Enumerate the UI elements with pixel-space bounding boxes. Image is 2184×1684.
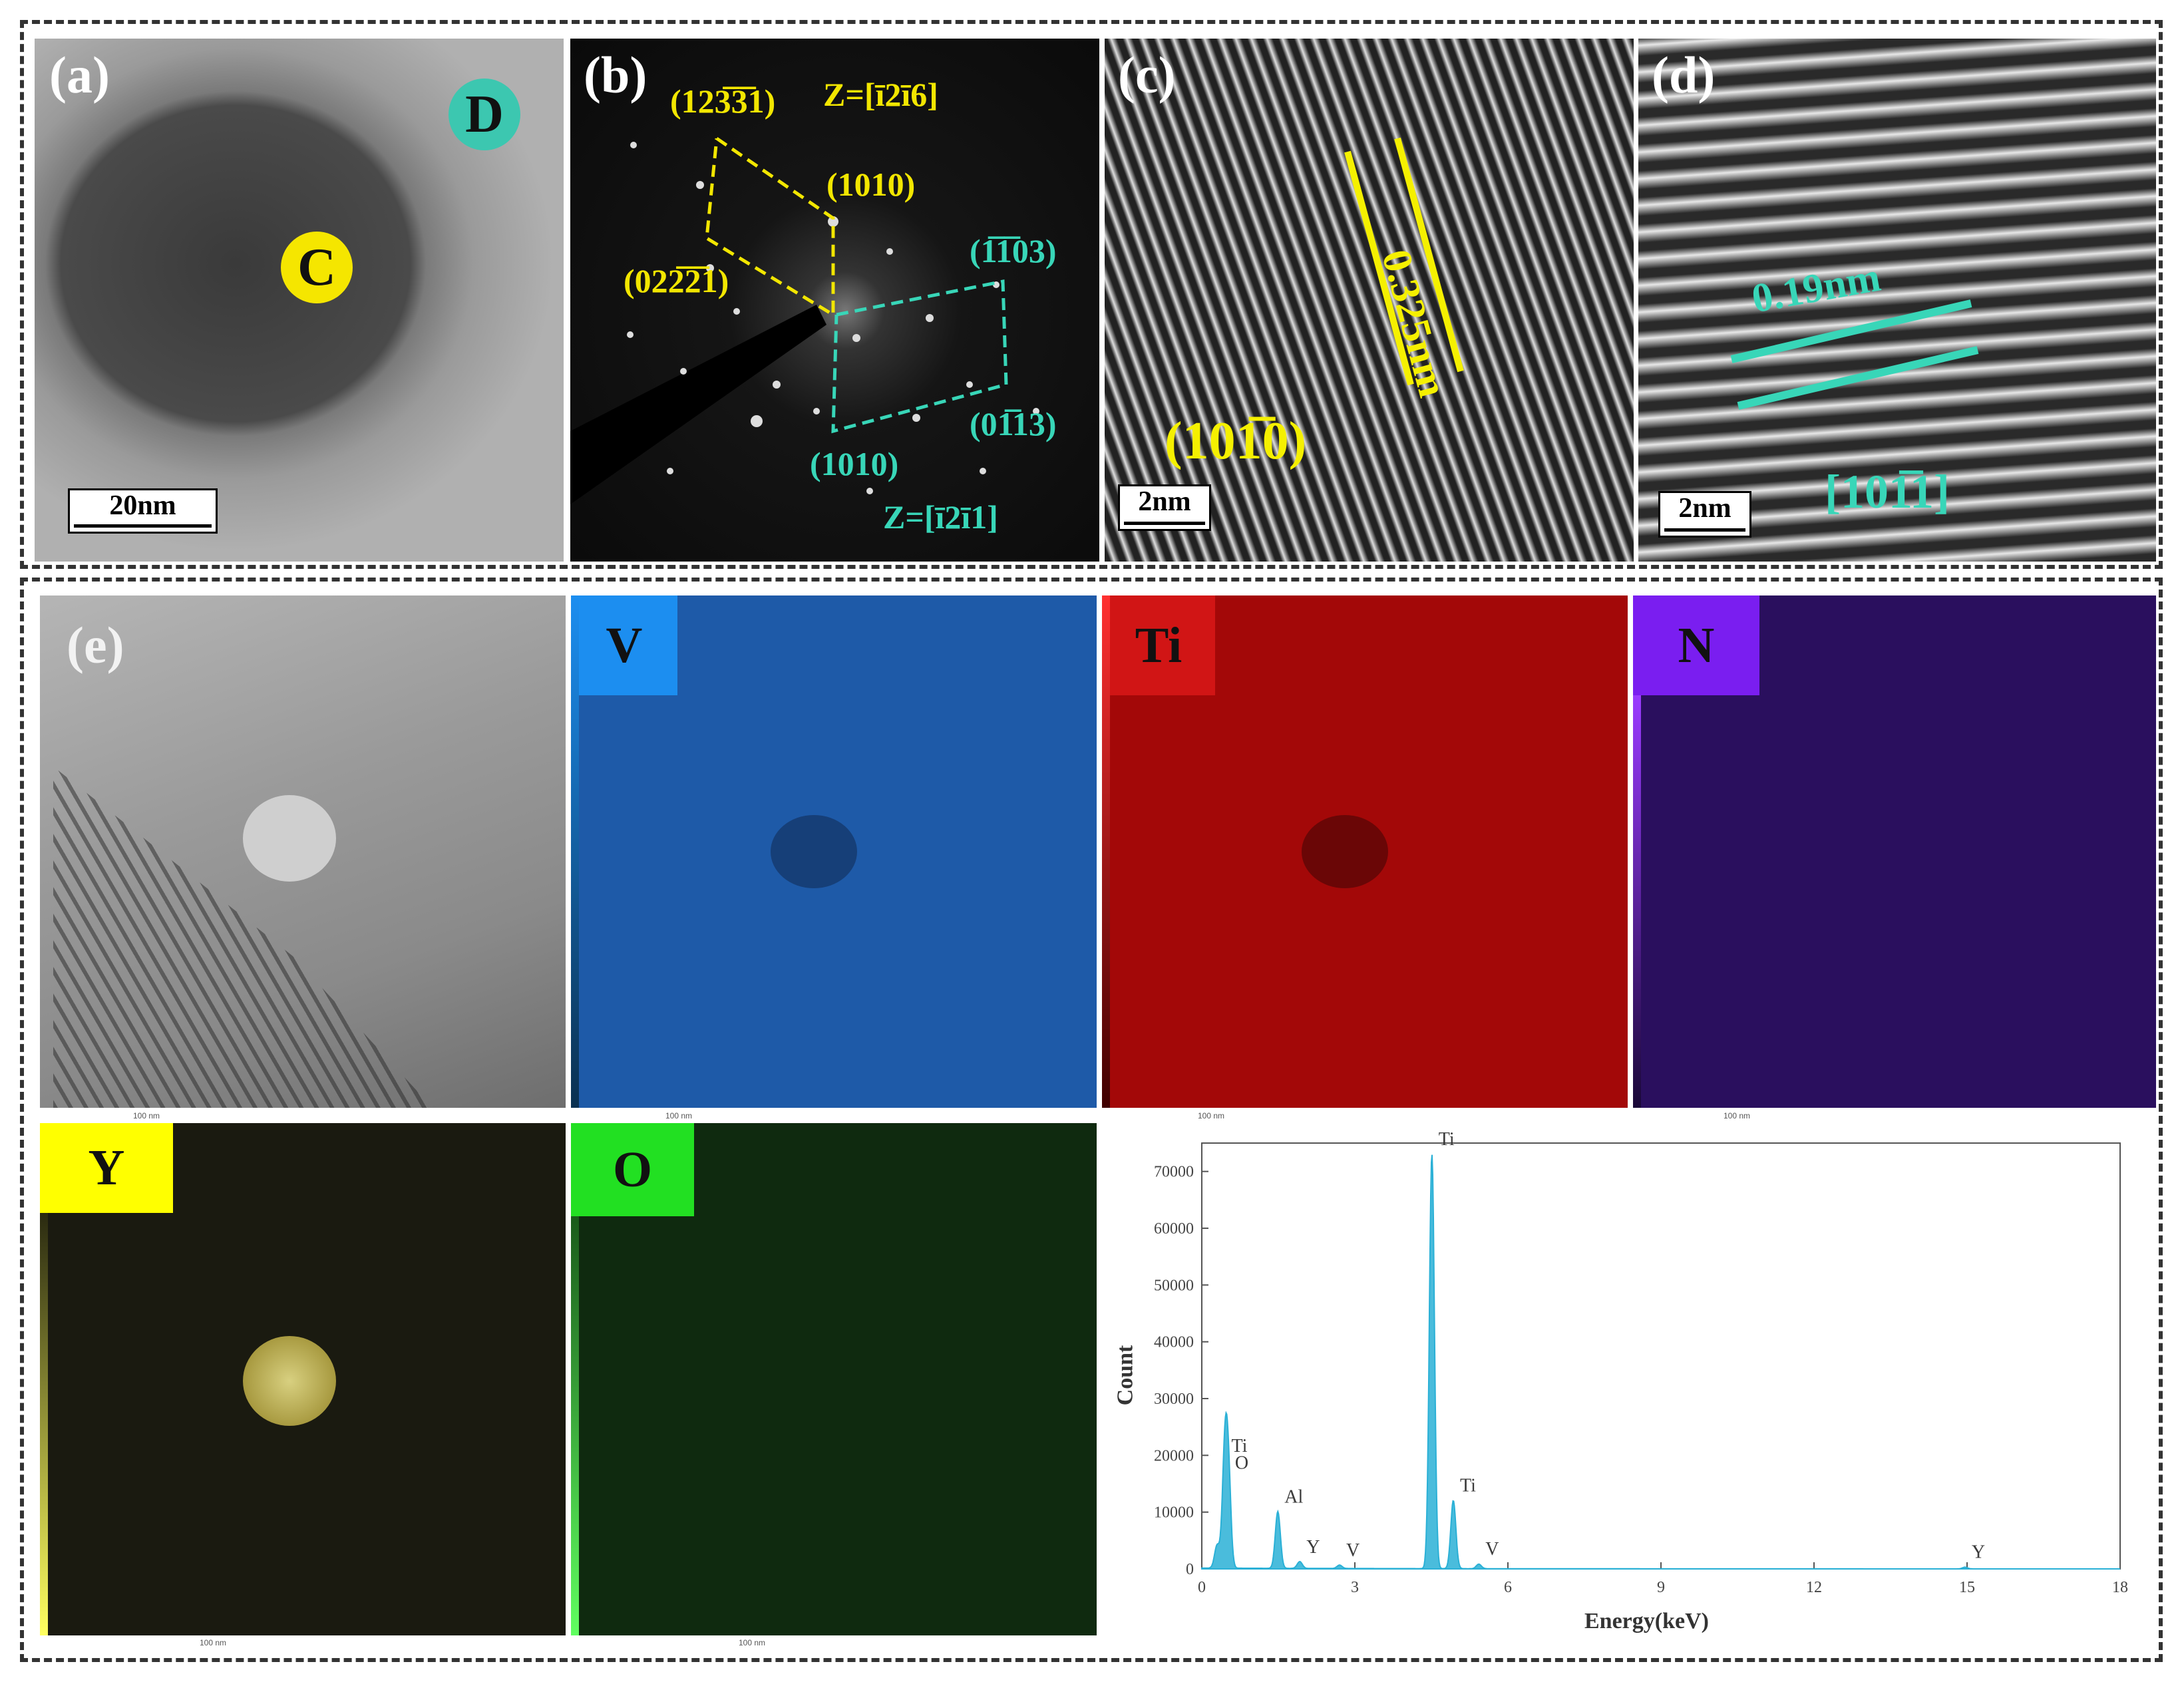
peak-label-9: Y [1972, 1542, 1985, 1562]
map-scale-6-text: 100 nm [739, 1638, 766, 1647]
point-d-marker: D [449, 79, 520, 150]
panel-c-scale-bar: 2nm [1118, 484, 1211, 531]
peak-label-1: Ti [1232, 1436, 1248, 1456]
plot-area [1201, 1142, 2121, 1570]
map-y-edge [40, 1213, 48, 1635]
map-scale-4-text: 100 nm [1724, 1111, 1751, 1120]
map-scale-3: 100 nm [1198, 1111, 1224, 1120]
lattice-lines [1344, 137, 1464, 386]
map-scale-3-text: 100 nm [1198, 1111, 1225, 1120]
panel-c-hrtem: (c) 0.325nm (101̅0) 2nm [1105, 39, 1634, 562]
plane-label-c: (101̅0) [1165, 412, 1307, 470]
point-c-marker: C [281, 232, 353, 303]
peak-label-4: Y [1306, 1537, 1320, 1558]
point-c-label: C [297, 238, 336, 297]
diffraction-pattern [570, 136, 1039, 504]
map-n: N [1633, 595, 2156, 1108]
map-scale-2: 100 nm [665, 1111, 692, 1120]
x-tick-label-4: 12 [1806, 1579, 1822, 1596]
panel-d-scale-bar: 2nm [1658, 491, 1751, 538]
panel-a-scale-bar: 20nm [68, 488, 218, 534]
map-y-tile: Y [40, 1123, 173, 1213]
panel-b-diffraction: (b) Z=[ī2ī6] (123̅3̅1) (1010) (022̅2̅1) … [570, 39, 1099, 562]
map-n-tile: N [1633, 595, 1759, 695]
x-tick-label-5: 15 [1959, 1579, 1975, 1596]
spectrum-series [1201, 1154, 2120, 1570]
map-ti: Ti [1102, 595, 1628, 1108]
particle [243, 795, 336, 882]
map-scale-1-text: 100 nm [133, 1111, 160, 1120]
x-tick-label-3: 9 [1657, 1579, 1665, 1596]
panel-e-haadf-image: (e) [40, 595, 566, 1108]
panel-d-label: (d) [1652, 46, 1716, 104]
x-tick-label-6: 18 [2112, 1579, 2128, 1596]
map-scale-5: 100 nm [200, 1638, 226, 1647]
y-tick-label-1: 10000 [1154, 1504, 1194, 1522]
y-tick-label-6: 60000 [1154, 1220, 1194, 1238]
x-tick-label-0: 0 [1198, 1579, 1206, 1596]
map-ti-edge [1102, 595, 1110, 1108]
y-tick-label-5: 50000 [1154, 1277, 1194, 1294]
map-ti-tile: Ti [1102, 595, 1215, 695]
map-ti-dark-spot [1302, 815, 1388, 888]
plane-label-d: [101̅1] [1825, 465, 1950, 518]
spot-label-3: (022̅2̅1) [624, 262, 729, 299]
x-tick-label-1: 3 [1351, 1579, 1359, 1596]
map-o: O [571, 1123, 1097, 1635]
spot-label-5: (01̅13) [970, 405, 1057, 442]
y-tick-label-4: 40000 [1154, 1334, 1194, 1351]
bottom-frame [20, 578, 2163, 1662]
map-scale-4: 100 nm [1724, 1111, 1750, 1120]
y-tick-label-3: 30000 [1154, 1391, 1194, 1408]
peak-label-3: Al [1284, 1487, 1303, 1508]
map-scale-5-text: 100 nm [200, 1638, 227, 1647]
map-v-edge [571, 595, 579, 1108]
map-o-tile: O [571, 1123, 694, 1216]
map-scale-1: 100 nm [133, 1111, 160, 1120]
zone-axis-cyan: Z=[ī2ī1] [883, 498, 998, 536]
y-tick-label-2: 20000 [1154, 1447, 1194, 1464]
map-y: Y [40, 1123, 566, 1635]
x-tick-label-2: 6 [1504, 1579, 1512, 1596]
peak-label-6: Ti [1439, 1129, 1455, 1150]
point-d-label: D [465, 84, 504, 144]
panel-d-scale-text: 2nm [1678, 493, 1731, 524]
panel-a-label: (a) [49, 46, 110, 104]
lamellae-region [53, 766, 433, 1108]
zone-axis-yellow: Z=[ī2ī6] [823, 76, 938, 113]
panel-e-label: (e) [67, 616, 124, 674]
panel-a-scale-text: 20nm [109, 490, 176, 521]
eds-spectrum-panel: 0 3 6 9 12 15 18 0 10000 20000 30000 40000 50000 6000… [1102, 1123, 2156, 1649]
panel-b-label: (b) [584, 46, 647, 104]
panel-d-fft-image: (d) 0.19nm [101̅1] 2nm [1638, 39, 2156, 562]
eds-spectrum-chart: 0 3 6 9 12 15 18 0 10000 20000 30000 40000 50000 6000… [1154, 1129, 2128, 1596]
map-v: V [571, 595, 1097, 1108]
map-v-tile: V [571, 595, 677, 695]
panel-c-scale-text: 2nm [1138, 486, 1191, 517]
fringe-lines [1730, 299, 1979, 410]
top-frame [20, 20, 2163, 569]
y-tick-label-7: 70000 [1154, 1164, 1194, 1181]
spot-label-4: (1̅1̅03) [970, 232, 1057, 269]
spot-label-2: (1010) [826, 166, 916, 203]
map-scale-6: 100 nm [739, 1638, 765, 1647]
chart-xlabel: Energy(keV) [1584, 1609, 1709, 1633]
panel-c-label: (c) [1118, 46, 1176, 104]
map-y-particle [243, 1336, 336, 1426]
map-v-dark-spot [771, 815, 857, 888]
y-tick-label-0: 0 [1186, 1561, 1194, 1578]
map-n-edge [1633, 695, 1641, 1108]
spot-label-1: (123̅3̅1) [670, 83, 776, 120]
peak-label-8: V [1485, 1539, 1499, 1560]
map-o-edge [571, 1216, 579, 1635]
spot-label-6: (1010) [810, 445, 899, 482]
chart-ylabel: Count [1113, 1345, 1138, 1406]
panel-a-tem-image: (a) C D 20nm [35, 39, 564, 562]
peak-label-5: V [1346, 1540, 1360, 1561]
map-scale-2-text: 100 nm [665, 1111, 693, 1120]
peak-label-2: O [1235, 1452, 1248, 1473]
peak-label-7: Ti [1460, 1476, 1476, 1496]
